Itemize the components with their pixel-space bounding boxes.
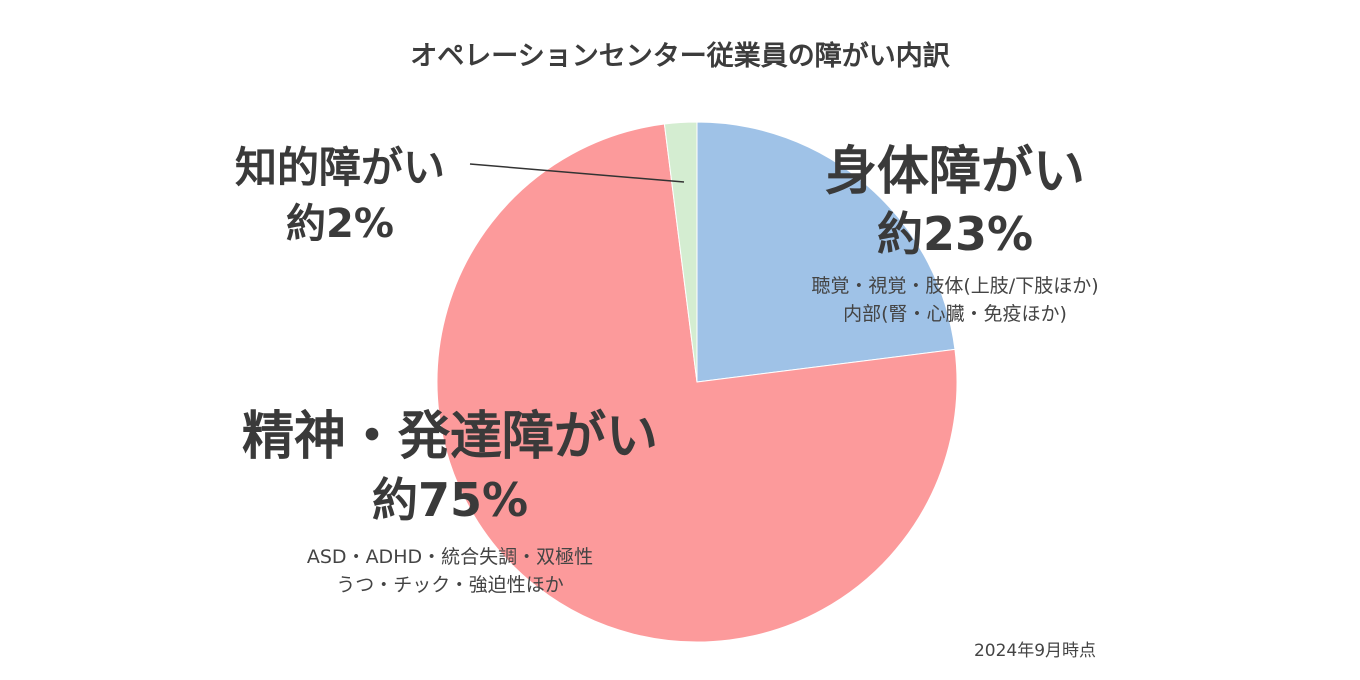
slice-name-mental: 精神・発達障がい: [241, 407, 658, 467]
chart-title: オペレーションセンター従業員の障がい内訳: [410, 41, 950, 72]
slice-percent-physical: 約23%: [876, 207, 1034, 261]
slice-percent-intellectual: 約2%: [286, 201, 394, 247]
slice-note-physical-2: 内部(腎・心臓・免疫ほか): [843, 303, 1067, 325]
slice-label-mental: 精神・発達障がい 約75% ASD・ADHD・統合失調・双極性 うつ・チック・強…: [220, 405, 680, 599]
slice-name-intellectual: 知的障がい: [234, 143, 445, 192]
slice-percent-mental: 約75%: [371, 473, 529, 527]
slice-note-mental-1: ASD・ADHD・統合失調・双極性: [306, 546, 594, 568]
pie-slice-physical: [696, 121, 956, 383]
as-of-date: 2024年9月時点: [973, 641, 1097, 661]
slice-label-physical: 身体障がい 約23% 聴覚・視覚・肢体(上肢/下肢ほか) 内部(腎・心臓・免疫ほ…: [770, 140, 1140, 328]
pie-slice-mental: [436, 123, 958, 643]
slice-name-physical: 身体障がい: [824, 142, 1085, 202]
pie-slice-intellectual: [663, 121, 698, 383]
slice-note-physical-1: 聴覚・視覚・肢体(上肢/下肢ほか): [811, 275, 1099, 297]
intellectual-leader-line: [469, 163, 685, 183]
slice-label-intellectual: 知的障がい 約2%: [205, 140, 475, 252]
slice-note-mental-2: うつ・チック・強迫性ほか: [336, 574, 564, 596]
